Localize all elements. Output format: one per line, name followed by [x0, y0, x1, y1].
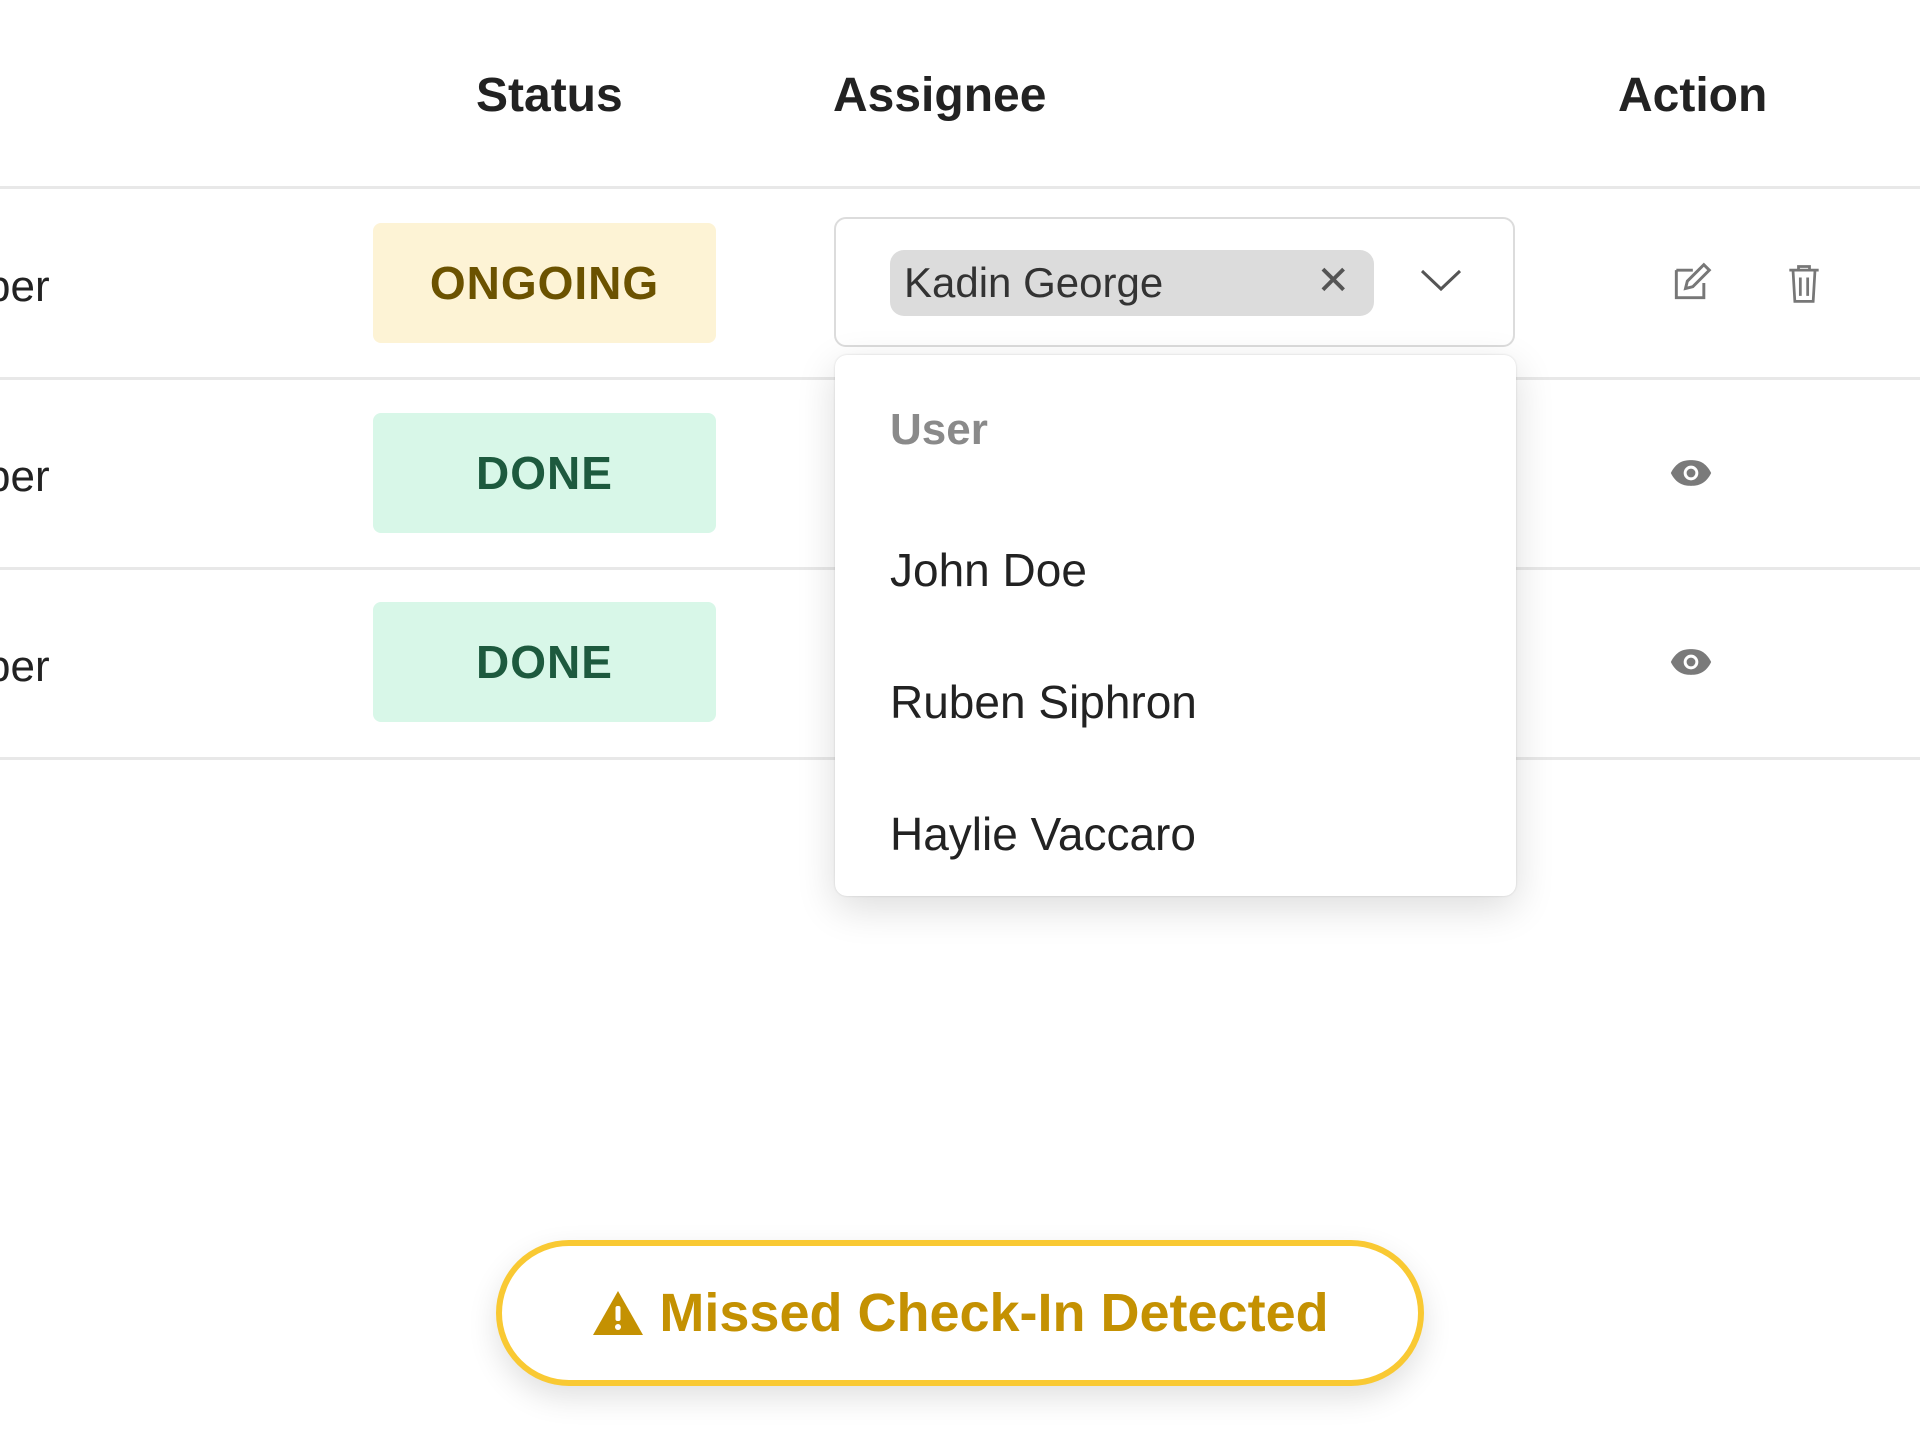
- remove-assignee-icon[interactable]: ✕: [1316, 259, 1350, 303]
- status-badge: DONE: [373, 602, 716, 722]
- assignee-select[interactable]: Kadin George ✕: [834, 217, 1515, 347]
- role-cell: per: [0, 262, 50, 311]
- trash-icon[interactable]: [1782, 261, 1826, 305]
- eye-icon[interactable]: [1669, 640, 1713, 684]
- chevron-down-icon[interactable]: [1416, 259, 1466, 299]
- warning-icon: [593, 1291, 644, 1335]
- column-header-assignee: Assignee: [833, 69, 1047, 122]
- column-header-action: Action: [1618, 69, 1768, 122]
- edit-icon[interactable]: [1669, 261, 1713, 305]
- role-cell: per: [0, 452, 50, 501]
- role-cell: per: [0, 642, 50, 691]
- selected-assignee-label: Kadin George: [904, 259, 1164, 306]
- status-badge: ONGOING: [373, 223, 716, 343]
- option-john-doe[interactable]: John Doe: [890, 544, 1087, 596]
- missed-checkin-toast: Missed Check-In Detected: [496, 1240, 1424, 1386]
- eye-icon[interactable]: [1669, 451, 1713, 495]
- assignee-dropdown-menu: User John Doe Ruben Siphron Haylie Vacca…: [835, 355, 1516, 896]
- status-badge: DONE: [373, 413, 716, 533]
- column-header-status: Status: [476, 69, 623, 122]
- option-ruben-siphron[interactable]: Ruben Siphron: [890, 676, 1197, 728]
- selected-assignee-chip: Kadin George ✕: [890, 250, 1374, 316]
- toast-message: Missed Check-In Detected: [659, 1283, 1329, 1343]
- option-haylie-vaccaro[interactable]: Haylie Vaccaro: [890, 808, 1196, 860]
- option-group-label: User: [890, 405, 988, 454]
- header-divider: [0, 186, 1920, 189]
